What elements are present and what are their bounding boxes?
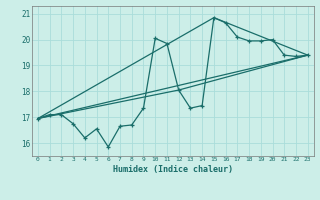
X-axis label: Humidex (Indice chaleur): Humidex (Indice chaleur) bbox=[113, 165, 233, 174]
